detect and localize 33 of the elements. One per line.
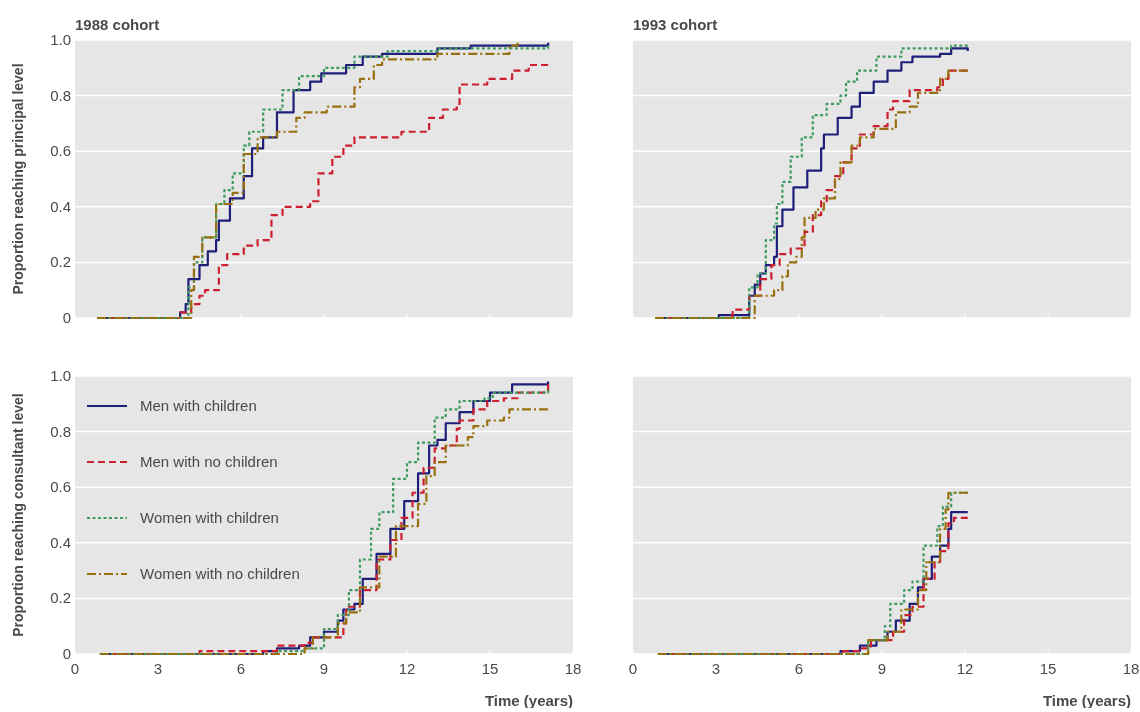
chart-title: 1988 cohort [75,16,160,33]
y-tick-label: 0 [62,309,71,326]
y-tick-label: 0.2 [50,589,71,607]
x-tick-label: 12 [956,660,974,677]
y-tick-label: 1.0 [50,31,71,48]
x-tick-label: 15 [1039,660,1057,677]
x-tick-label: 9 [877,660,887,677]
y-tick-label: 0 [62,645,71,662]
y-tick-label: 1.0 [50,367,71,384]
y-tick-label: 0.8 [50,86,71,104]
y-tick-label: 0.2 [50,253,71,271]
y-tick-label: 0.6 [50,478,71,496]
x-tick-label: 18 [564,660,582,677]
x-tick-label: 12 [398,660,416,677]
y-tick-label: 0.8 [50,422,71,440]
y-tick-label: 0.4 [50,533,71,551]
chart-title: 1993 cohort [633,16,718,33]
x-tick-label: 6 [794,660,804,677]
legend-label: Men with no children [140,453,278,470]
y-tick-label: 0.6 [50,142,71,160]
y-axis-title: Proportion reaching consultant level [10,393,26,637]
x-tick-label: 0 [628,660,638,677]
x-tick-label: 15 [481,660,499,677]
y-axis-title: Proportion reaching principal level [10,63,26,295]
legend-label: Women with no children [140,565,300,582]
x-tick-label: 9 [319,660,329,677]
x-tick-label: 3 [153,660,163,677]
x-tick-label: 6 [236,660,246,677]
legend-label: Women with children [140,509,279,526]
x-tick-label: 18 [1122,660,1140,677]
legend-label: Men with children [140,397,257,414]
x-tick-label: 3 [711,660,721,677]
y-tick-label: 0.4 [50,197,71,215]
